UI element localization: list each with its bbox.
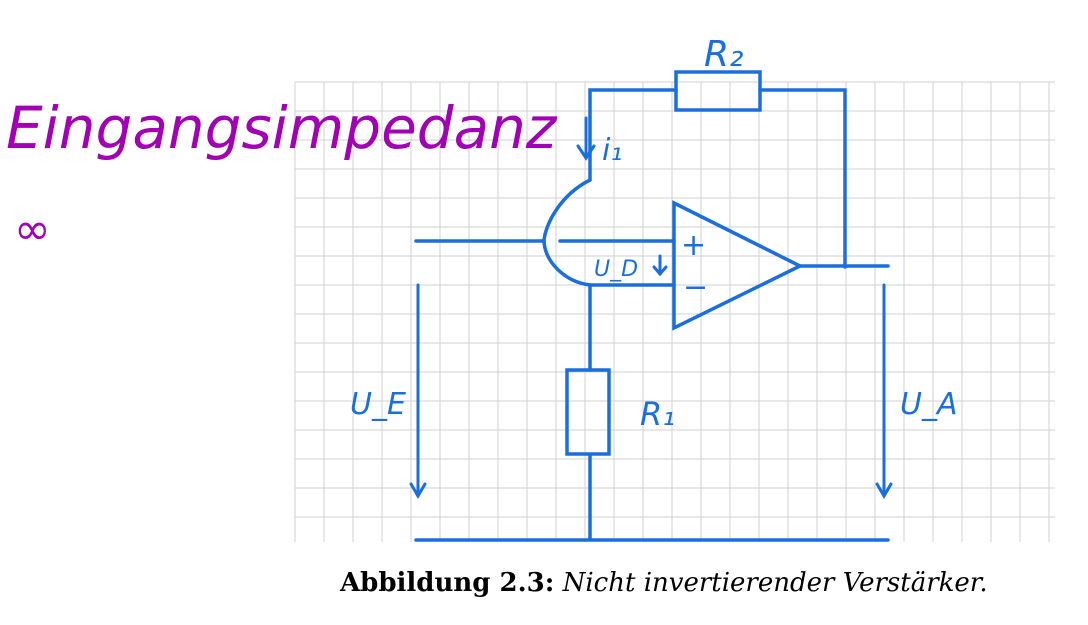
current-arrow-i1 — [576, 116, 596, 161]
resistor-r2 — [674, 70, 762, 112]
annotation-infinity: ∞ — [14, 204, 51, 255]
resistor-r1 — [565, 368, 611, 456]
input-wiring — [414, 178, 676, 372]
caption-text: Nicht invertierender Verstärker. — [562, 568, 988, 598]
label-ue: U_E — [350, 387, 406, 422]
arrow-ua — [875, 283, 893, 499]
grid-background — [294, 81, 1055, 542]
caption-lead: Abbildung 2.3: — [340, 568, 555, 598]
arrow-ud — [652, 254, 668, 277]
figure-caption: Abbildung 2.3: Nicht invertierender Vers… — [340, 568, 1040, 598]
label-i1: i₁ — [602, 133, 622, 168]
opamp-minus-sign: − — [683, 270, 708, 305]
label-r1: R₁ — [640, 395, 675, 433]
label-r2: R₂ — [704, 34, 743, 75]
opamp-triangle — [672, 200, 804, 331]
arrow-ue — [409, 283, 427, 499]
label-ua: U_A — [900, 387, 957, 422]
annotation-title: Eingangsimpedanz — [6, 94, 558, 162]
opamp-plus-sign: + — [681, 228, 706, 263]
label-ud: U_D — [594, 257, 638, 282]
